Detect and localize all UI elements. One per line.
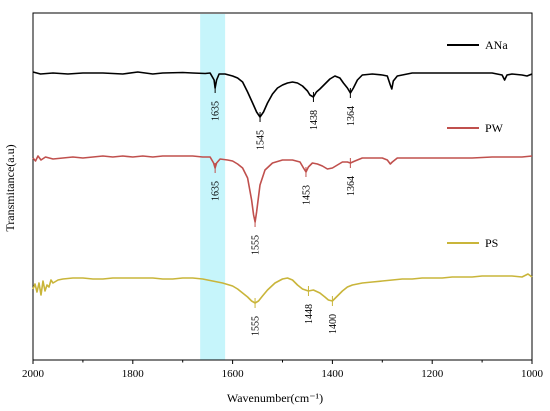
peak-label: 1448 xyxy=(304,304,315,324)
peak-label: 1555 xyxy=(251,235,262,255)
highlight-band xyxy=(200,14,226,360)
highlight-band-layer xyxy=(200,14,226,360)
peak-label: 1545 xyxy=(256,130,267,150)
series-line-ps xyxy=(32,273,533,304)
peak-label: 1453 xyxy=(301,185,312,205)
series-line-pw xyxy=(32,155,533,223)
y-axis-title: Transmitance(a.u) xyxy=(3,144,17,231)
series-line-ana xyxy=(32,71,533,118)
legend-layer: ANa PW PS xyxy=(447,38,508,250)
peak-label: 1635 xyxy=(211,181,222,201)
peak-label: 1555 xyxy=(251,316,262,336)
peak-label: 1635 xyxy=(211,101,222,121)
plot-frame xyxy=(32,12,533,361)
legend-label-pw: PW xyxy=(485,121,504,135)
peak-label: 1364 xyxy=(346,106,357,126)
peak-label: 1400 xyxy=(328,314,339,334)
x-tick-label: 1000 xyxy=(521,368,544,380)
peak-label: 1364 xyxy=(346,176,357,196)
legend-label-ana: ANa xyxy=(485,38,508,52)
x-tick-label: 1400 xyxy=(321,368,344,380)
axes-layer: 2000 1800 1600 1400 1200 1000 xyxy=(22,12,544,380)
series-layer xyxy=(32,71,533,304)
x-axis-title: Wavenumber(cm⁻¹) xyxy=(227,391,323,405)
x-tick-label: 2000 xyxy=(22,368,45,380)
annotation-layer: 1635 1545 1438 1364 1635 1555 1453 1364 1555 1448… xyxy=(211,83,357,336)
x-tick-label: 1200 xyxy=(421,368,444,380)
x-tick-label: 1800 xyxy=(122,368,145,380)
x-tick-label: 1600 xyxy=(222,368,245,380)
peak-label: 1438 xyxy=(309,110,320,130)
legend-label-ps: PS xyxy=(485,236,498,250)
